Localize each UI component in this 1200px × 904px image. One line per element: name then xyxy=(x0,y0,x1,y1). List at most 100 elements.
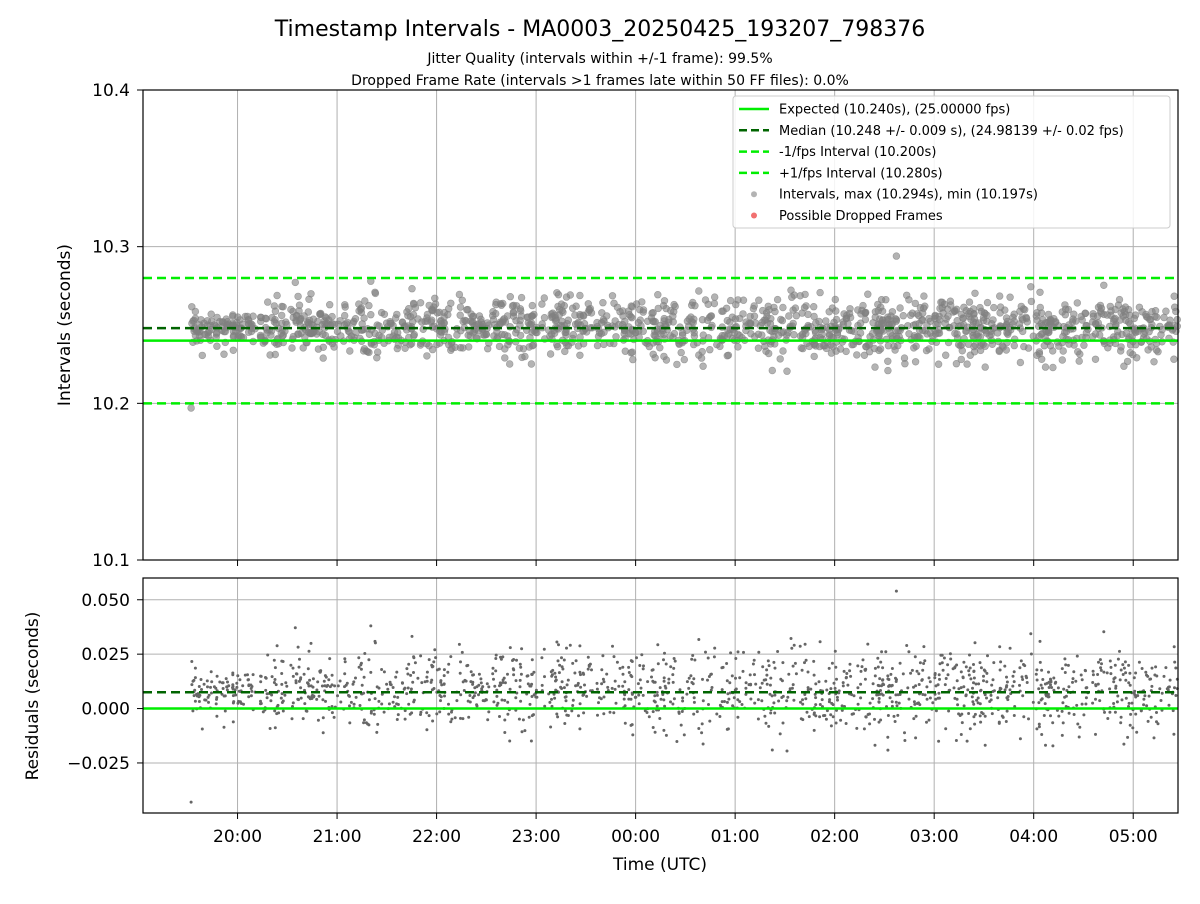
residual-point xyxy=(960,721,964,725)
residual-point xyxy=(1049,714,1052,718)
residual-point xyxy=(520,647,524,651)
residual-point xyxy=(468,694,472,697)
interval-point xyxy=(1091,355,1100,363)
residual-point xyxy=(1159,699,1163,702)
interval-point xyxy=(964,309,973,318)
residual-point xyxy=(972,676,976,680)
residual-point xyxy=(663,704,667,708)
residual-point xyxy=(807,715,811,719)
interval-point xyxy=(870,344,879,353)
interval-point xyxy=(328,312,336,321)
residual-point xyxy=(446,670,450,674)
interval-point xyxy=(538,300,546,308)
residual-point xyxy=(1012,714,1016,717)
residual-point xyxy=(556,659,560,663)
residual-point xyxy=(362,721,366,725)
interval-point xyxy=(884,357,892,365)
interval-point xyxy=(553,343,562,351)
residual-point xyxy=(1077,735,1081,739)
interval-point xyxy=(1010,341,1018,350)
residual-point xyxy=(1047,686,1051,689)
residual-point xyxy=(892,714,896,718)
residual-point xyxy=(251,673,255,677)
interval-point xyxy=(346,347,354,355)
residual-point xyxy=(789,637,793,640)
residual-point xyxy=(239,702,243,705)
interval-point xyxy=(568,304,577,312)
residual-point xyxy=(678,688,682,692)
residual-point xyxy=(550,704,554,708)
residuals-y-ticks: −0.0250.0000.0250.050 xyxy=(67,591,143,774)
residual-point xyxy=(762,678,766,682)
residual-point xyxy=(621,665,625,669)
residual-point xyxy=(985,671,989,675)
residual-point xyxy=(700,731,704,735)
interval-point xyxy=(954,340,963,349)
interval-point xyxy=(508,302,517,310)
residual-point xyxy=(763,714,767,718)
residual-point xyxy=(348,721,352,725)
interval-point xyxy=(875,315,884,323)
residual-point xyxy=(501,681,505,684)
interval-point xyxy=(941,351,950,359)
residual-point xyxy=(1005,709,1009,713)
residual-point xyxy=(842,669,846,673)
residual-point xyxy=(1118,649,1121,653)
interval-point xyxy=(860,351,869,359)
interval-point xyxy=(832,307,840,315)
residual-point xyxy=(307,684,311,688)
residual-point xyxy=(388,680,392,684)
residual-point xyxy=(709,688,713,692)
interval-point xyxy=(976,342,984,350)
residual-point xyxy=(1091,681,1095,684)
residual-point xyxy=(1094,732,1097,736)
interval-point xyxy=(925,345,933,353)
residual-point xyxy=(692,700,696,704)
residual-point xyxy=(430,678,434,682)
residual-point xyxy=(455,699,459,703)
interval-point xyxy=(361,297,369,305)
interval-point xyxy=(639,308,647,316)
interval-point xyxy=(271,350,279,359)
interval-point xyxy=(649,309,657,317)
interval-point xyxy=(1158,326,1166,334)
residual-point xyxy=(612,711,616,715)
residual-point xyxy=(375,730,379,734)
interval-point xyxy=(706,346,714,354)
residual-point xyxy=(706,678,709,682)
residual-point xyxy=(662,679,666,683)
residual-point xyxy=(662,698,666,702)
residual-point xyxy=(629,673,633,677)
residual-point xyxy=(627,697,631,701)
residual-point xyxy=(969,677,973,681)
residual-point xyxy=(442,674,446,678)
residual-point xyxy=(493,684,497,688)
residual-point xyxy=(1142,703,1146,707)
residual-point xyxy=(897,701,901,705)
residual-point xyxy=(1005,675,1008,679)
interval-point xyxy=(726,296,735,305)
residual-point xyxy=(605,672,609,676)
residual-point xyxy=(841,681,845,685)
residual-point xyxy=(781,661,785,665)
residual-point xyxy=(457,642,461,646)
residual-point xyxy=(1011,684,1015,688)
residual-point xyxy=(565,683,569,687)
residuals-x-ticks: 20:00 21:00 22:00 23:00 00:00 01:00 02:00 03:00… xyxy=(213,813,1158,847)
residual-point xyxy=(425,670,429,674)
residual-point xyxy=(1018,737,1022,741)
interval-point xyxy=(257,313,265,322)
residual-point xyxy=(1047,695,1051,699)
residual-point xyxy=(1099,668,1103,672)
interval-point xyxy=(321,331,330,340)
residual-point xyxy=(233,688,237,692)
interval-point xyxy=(825,308,833,316)
residual-point xyxy=(793,661,797,665)
residual-point xyxy=(961,675,965,679)
residual-point xyxy=(408,712,412,716)
residual-point xyxy=(500,698,504,702)
residual-point xyxy=(435,712,439,716)
residual-point xyxy=(726,727,730,731)
residual-point xyxy=(284,681,288,685)
residual-point xyxy=(1018,666,1022,670)
